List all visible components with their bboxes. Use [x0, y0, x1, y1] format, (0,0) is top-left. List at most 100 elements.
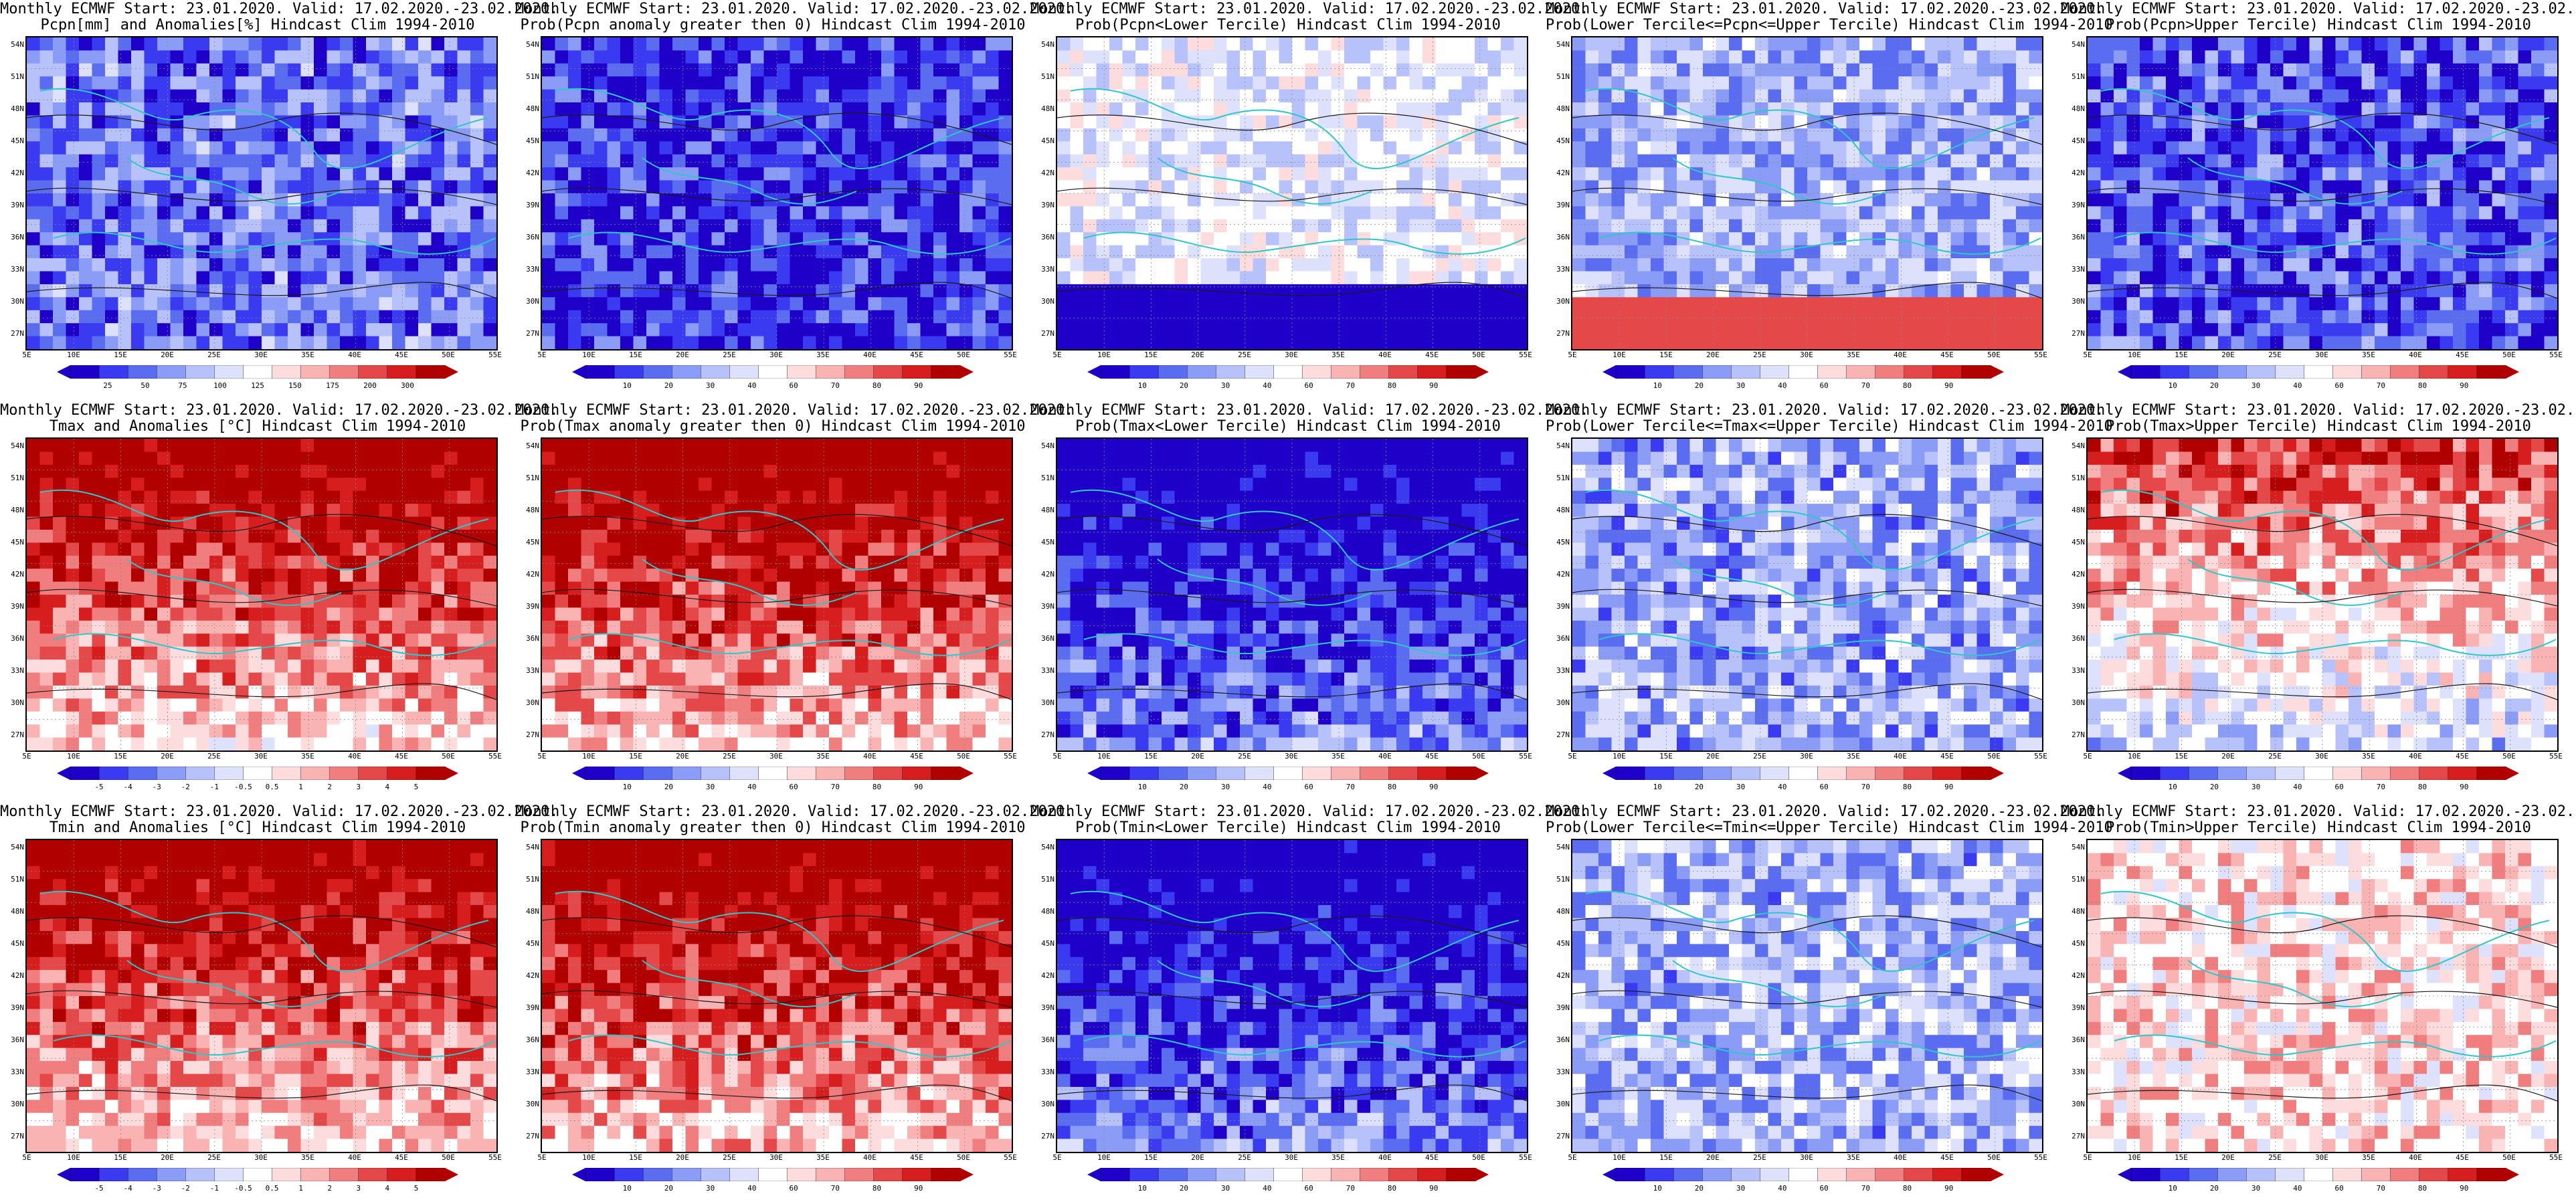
- colorbar-label: 300: [401, 381, 414, 390]
- panel-title-line2: Prob(Tmax>Upper Tercile) Hindcast Clim 1…: [2106, 418, 2531, 435]
- colorbar-label: 80: [872, 783, 882, 791]
- lon-tick-label: 40E: [2409, 752, 2422, 761]
- coastline: [1585, 489, 2041, 656]
- lon-tick-label: 45E: [1940, 1153, 1954, 1162]
- lon-tick-label: 20E: [1706, 1153, 1720, 1162]
- lon-tick-label: 15E: [629, 752, 642, 761]
- colorbar-label: 2: [327, 783, 332, 791]
- lat-tick-label: 42N: [1556, 169, 1570, 177]
- lat-tick-label: 30N: [1556, 297, 1570, 306]
- lat-tick-label: 30N: [1041, 1100, 1054, 1108]
- panel-title-line2: Prob(Tmax<Lower Tercile) Hindcast Clim 1…: [1075, 418, 1501, 435]
- lat-tick-label: 54N: [2072, 843, 2085, 851]
- lon-tick-label: 20E: [1191, 752, 1204, 761]
- lat-tick-label: 30N: [11, 1100, 24, 1108]
- lat-tick-label: 27N: [1556, 329, 1570, 338]
- lat-tick-label: 45N: [11, 136, 24, 145]
- lon-tick-label: 40E: [863, 752, 877, 761]
- colorbar-label: 40: [2293, 381, 2302, 390]
- lon-tick-label: 25E: [1238, 350, 1251, 359]
- lat-tick-label: 39N: [11, 201, 24, 209]
- contour-lines: [2088, 915, 2557, 1102]
- lat-tick-label: 36N: [2072, 634, 2085, 643]
- coastline: [1070, 890, 1526, 1058]
- lat-tick-label: 42N: [526, 570, 539, 579]
- colorbar-label: 4: [385, 783, 390, 791]
- colorbar-label: 60: [1819, 1184, 1829, 1193]
- colorbar: [57, 1168, 458, 1181]
- lon-tick-label: 40E: [348, 752, 361, 761]
- lat-tick-label: 36N: [11, 1035, 24, 1044]
- lon-tick-label: 10E: [67, 752, 80, 761]
- lat-tick-label: 27N: [2072, 329, 2085, 338]
- panel-title-line1: Monthly ECMWF Start: 23.01.2020. Valid: …: [1030, 402, 1589, 419]
- lon-tick-label: 50E: [1472, 350, 1485, 359]
- panel-title-line2: Prob(Lower Tercile<=Tmax<=Upper Tercile)…: [1546, 418, 2113, 435]
- lon-tick-label: 30E: [1285, 1153, 1298, 1162]
- lon-tick-label: 15E: [114, 350, 127, 359]
- lat-tick-label: 39N: [526, 1003, 539, 1012]
- forecast-panel-8: Monthly ECMWF Start: 23.01.2020. Valid: …: [1030, 401, 1589, 803]
- colorbar-label: 70: [1861, 783, 1870, 791]
- colorbar-label: -5: [94, 783, 104, 791]
- lat-tick-label: 39N: [2072, 1003, 2085, 1012]
- colorbar-label: 10: [1137, 783, 1147, 791]
- field-svg: [542, 37, 1012, 349]
- lat-tick-label: 42N: [2072, 169, 2085, 177]
- lon-tick-label: 5E: [2083, 350, 2092, 359]
- lon-tick-label: 30E: [2315, 350, 2328, 359]
- lon-tick-label: 25E: [1753, 350, 1766, 359]
- lat-tick-label: 36N: [1041, 1035, 1054, 1044]
- lat-tick-label: 39N: [11, 1003, 24, 1012]
- lon-tick-label: 35E: [1331, 350, 1345, 359]
- lon-tick-label: 25E: [723, 752, 736, 761]
- panel-title-line1: Monthly ECMWF Start: 23.01.2020. Valid: …: [1546, 1, 2104, 17]
- lat-tick-label: 39N: [1041, 602, 1054, 611]
- coastline: [39, 890, 496, 1058]
- panel-title-line1: Monthly ECMWF Start: 23.01.2020. Valid: …: [1030, 803, 1589, 820]
- lat-tick-label: 27N: [526, 730, 539, 739]
- lon-tick-label: 5E: [537, 1153, 547, 1162]
- colorbar-label: 10: [1653, 1184, 1662, 1193]
- lon-tick-label: 40E: [863, 350, 877, 359]
- colorbar: [572, 767, 974, 780]
- lat-tick-label: 36N: [1556, 233, 1570, 241]
- lon-tick-label: 20E: [1191, 350, 1204, 359]
- lat-tick-label: 36N: [2072, 1035, 2085, 1044]
- colorbar-label: 80: [1902, 783, 1912, 791]
- colorbar-label: 70: [2376, 1184, 2385, 1193]
- lat-tick-label: 51N: [1041, 875, 1054, 884]
- colorbar-label: 90: [1429, 381, 1439, 390]
- lat-tick-label: 36N: [1556, 634, 1570, 643]
- lat-tick-label: 33N: [1556, 265, 1570, 274]
- lon-tick-label: 25E: [723, 1153, 736, 1162]
- lat-tick-label: 48N: [526, 907, 539, 916]
- colorbar-label: 60: [2334, 381, 2344, 390]
- lon-tick-label: 55E: [488, 1153, 502, 1162]
- colorbar-label: 60: [789, 381, 798, 390]
- field-svg: [1572, 840, 2042, 1152]
- forecast-map: [2086, 36, 2559, 350]
- lat-tick-label: 36N: [1041, 233, 1054, 241]
- lon-tick-label: 45E: [395, 350, 408, 359]
- lat-tick-label: 48N: [1556, 907, 1570, 916]
- lat-tick-label: 42N: [1041, 169, 1054, 177]
- coastline: [2100, 890, 2557, 1058]
- lon-tick-label: 15E: [1659, 1153, 1673, 1162]
- lat-tick-label: 33N: [11, 1068, 24, 1076]
- colorbar: [2118, 365, 2519, 379]
- lat-tick-label: 45N: [2072, 939, 2085, 948]
- colorbar-label: 60: [1819, 381, 1829, 390]
- colorbar-label: 80: [1387, 381, 1397, 390]
- colorbar-label: 40: [1263, 381, 1272, 390]
- colorbar: [572, 365, 974, 379]
- lat-tick-label: 36N: [1556, 1035, 1570, 1044]
- field-svg: [1057, 37, 1527, 349]
- lon-tick-label: 35E: [1847, 1153, 1860, 1162]
- lon-tick-label: 30E: [769, 350, 783, 359]
- lon-tick-label: 5E: [537, 350, 547, 359]
- lat-tick-label: 27N: [526, 329, 539, 338]
- colorbar: [1602, 767, 2004, 780]
- colorbar-label: 90: [1429, 783, 1439, 791]
- lat-tick-label: 54N: [526, 40, 539, 49]
